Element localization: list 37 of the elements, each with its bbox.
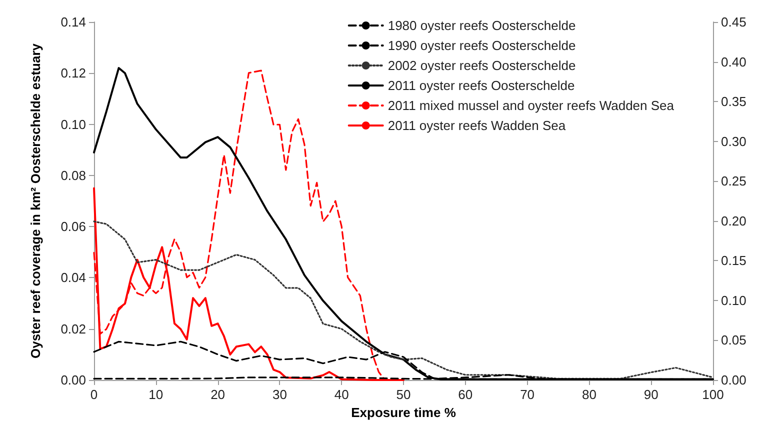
x-tick-label: 30 — [272, 387, 287, 402]
x-tick-label: 50 — [396, 387, 411, 402]
y-tick-label: 0.14 — [60, 14, 86, 30]
legend-label: 2011 oyster reefs Oosterschelde — [388, 78, 575, 93]
x-tick-label: 0 — [90, 387, 98, 402]
legend-label: 1990 oyster reefs Oosterschelde — [388, 38, 576, 53]
y2-tick-label: 0.20 — [721, 213, 746, 228]
y-tick-label: 0.12 — [60, 66, 86, 81]
x-tick-label: 60 — [458, 387, 473, 402]
y-tick-label: 0.06 — [60, 219, 86, 234]
y2-tick-label: 0.10 — [721, 292, 746, 308]
x-tick-label: 20 — [210, 387, 226, 402]
x-tick-label: 70 — [520, 387, 535, 402]
y2-tick-label: 0.35 — [721, 94, 746, 110]
legend-label: 2002 oyster reefs Oosterschelde — [388, 58, 576, 73]
y2-tick-label: 0.45 — [721, 14, 746, 30]
y-tick-label: 0.04 — [60, 270, 86, 286]
x-tick-label: 80 — [582, 387, 596, 402]
y2-tick-label: 0.05 — [721, 332, 746, 348]
y-tick-label: 0.10 — [60, 116, 86, 132]
y-tick-label: 0.08 — [60, 168, 86, 183]
legend-label: 2011 mixed mussel and oyster reefs Wadden Sea — [388, 98, 675, 113]
x-tick-label: 100 — [702, 387, 724, 402]
legend-label: 2011 oyster reefs Wadden Sea — [388, 118, 566, 133]
y-tick-label: 0.00 — [60, 372, 86, 388]
y2-tick-label: 0.15 — [721, 253, 746, 268]
x-tick-label: 10 — [148, 387, 164, 402]
y2-tick-label: 0.40 — [721, 54, 746, 70]
y2-tick-label: 0.30 — [721, 134, 746, 149]
x-tick-label: 40 — [334, 387, 349, 402]
x-axis-title: Exposure time % — [351, 405, 456, 420]
y-axis-title: Oyster reef coverage in km² Oosterschelde estuary — [28, 42, 43, 359]
x-tick-label: 90 — [644, 387, 658, 402]
y-tick-label: 0.02 — [60, 321, 86, 336]
y2-tick-label: 0.25 — [721, 174, 746, 189]
y2-tick-label: 0.00 — [721, 372, 746, 388]
legend-label: 1980 oyster reefs Oosterschelde — [388, 18, 576, 33]
